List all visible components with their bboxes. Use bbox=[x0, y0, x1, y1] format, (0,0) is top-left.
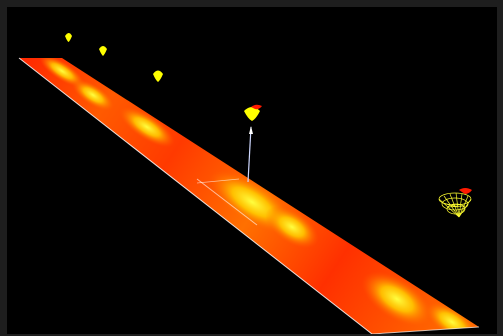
teardrop-marker-icon bbox=[153, 70, 163, 82]
probe-marker[interactable] bbox=[65, 33, 72, 42]
marker-tip-icon bbox=[459, 188, 472, 194]
probe-ground-trace bbox=[196, 178, 240, 184]
teardrop-marker-icon bbox=[244, 107, 260, 121]
scene-canvas bbox=[18, 33, 485, 334]
arrow-up-icon bbox=[249, 126, 253, 134]
marker-tip-icon bbox=[251, 104, 262, 110]
probe-marker[interactable] bbox=[196, 104, 262, 184]
wire-cone-icon bbox=[438, 192, 472, 218]
heat-strip-edge-bottom bbox=[371, 326, 480, 334]
teardrop-marker-icon bbox=[99, 46, 107, 56]
probe-stem bbox=[247, 126, 252, 183]
heat-strip-edge-inner bbox=[196, 178, 258, 226]
render-viewport[interactable] bbox=[7, 7, 497, 334]
heat-strip-hotspots bbox=[39, 58, 479, 334]
probe-marker[interactable] bbox=[153, 70, 163, 83]
teardrop-marker-icon bbox=[65, 33, 72, 42]
probe-marker[interactable] bbox=[99, 46, 107, 56]
heat-strip[interactable] bbox=[18, 49, 485, 334]
heat-strip-edge-left bbox=[18, 57, 373, 334]
wireframe-cone[interactable] bbox=[438, 188, 472, 218]
